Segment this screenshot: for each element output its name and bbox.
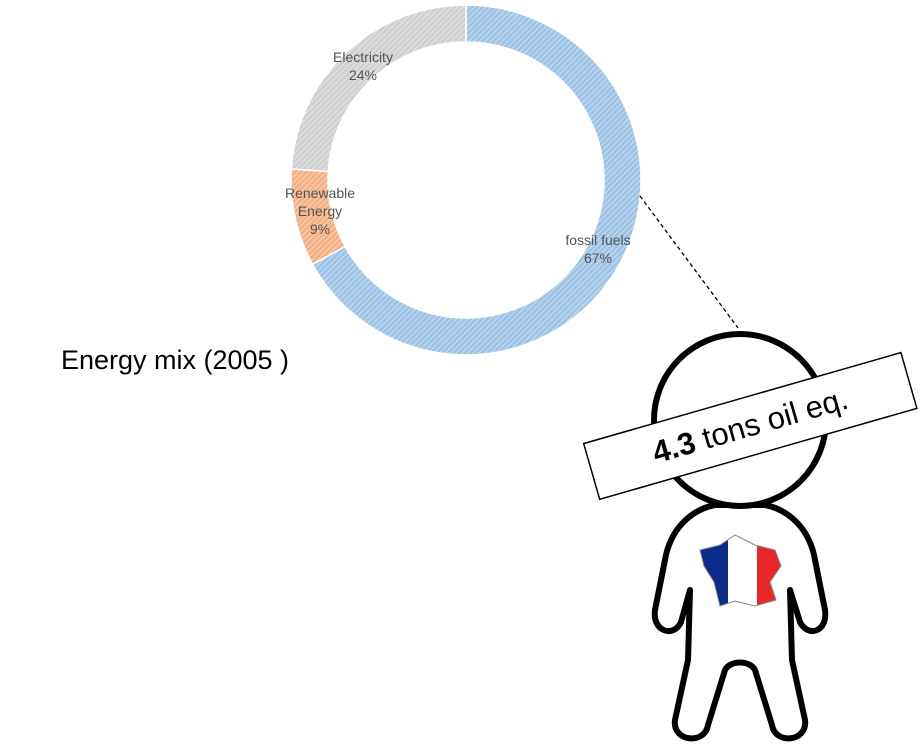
leader-line [639, 195, 739, 329]
category-label: Electricity [333, 49, 393, 65]
value-label: 67% [584, 250, 612, 266]
category-label: Renewable Energy [285, 185, 355, 219]
category-label: fossil fuels [565, 232, 630, 248]
donut-slice [290, 4, 467, 173]
value-label: 9% [310, 221, 330, 237]
value-label: 24% [349, 67, 377, 83]
chart-title: Energy mix (2005 ) [61, 345, 289, 375]
donut-slice [311, 4, 642, 356]
